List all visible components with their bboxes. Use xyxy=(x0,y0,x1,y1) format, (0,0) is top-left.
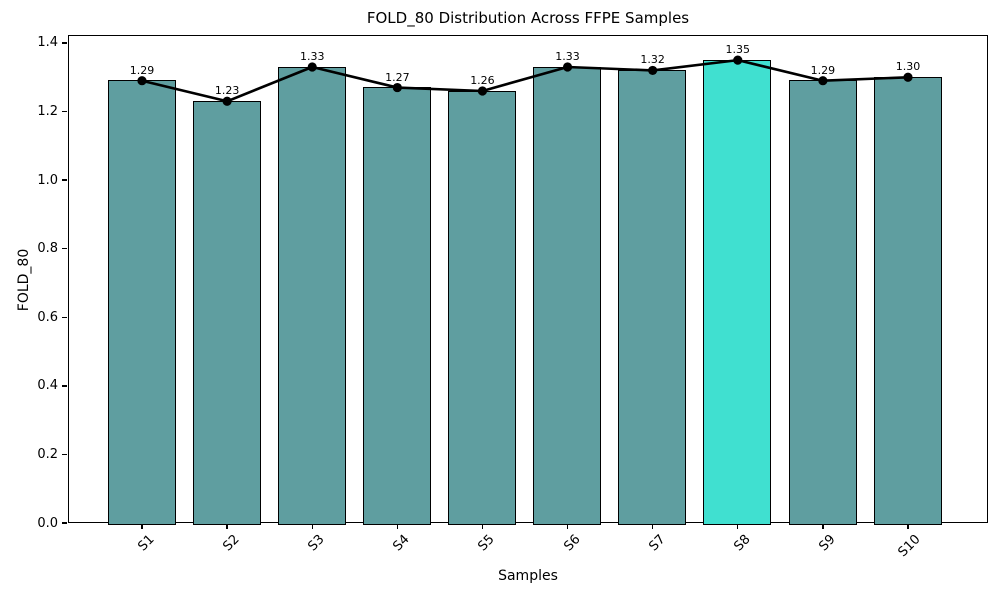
bar-S8 xyxy=(703,59,772,525)
value-label-S1: 1.29 xyxy=(129,63,155,77)
x-tick-label-S4: S4 xyxy=(390,532,413,555)
y-tick-mark xyxy=(62,316,67,318)
y-tick-label: 0.0 xyxy=(37,515,58,531)
y-tick-mark xyxy=(62,385,67,387)
value-label-S6: 1.33 xyxy=(555,49,580,63)
y-tick-mark xyxy=(62,110,67,113)
bar-S6 xyxy=(533,66,602,525)
y-tick-mark xyxy=(62,453,67,456)
bar-S10 xyxy=(873,76,942,525)
x-tick-mark xyxy=(396,524,398,529)
y-tick-mark xyxy=(62,248,67,250)
plot-area xyxy=(68,35,988,525)
x-axis-label: Samples xyxy=(498,568,558,584)
y-tick-label: 1.0 xyxy=(37,172,58,188)
bar-S1 xyxy=(107,80,176,525)
bar-S3 xyxy=(277,66,346,525)
value-label-S8: 1.35 xyxy=(725,43,751,57)
x-tick-mark xyxy=(822,524,824,529)
y-tick-label: 0.6 xyxy=(37,309,58,325)
value-label-S2: 1.23 xyxy=(214,84,240,98)
x-tick-label-S5: S5 xyxy=(475,532,499,555)
y-tick-label: 1.4 xyxy=(37,35,58,51)
x-tick-label-S1: S1 xyxy=(135,532,158,555)
y-tick-label: 0.2 xyxy=(37,446,58,462)
x-tick-label-S3: S3 xyxy=(305,532,328,555)
y-tick-label: 0.8 xyxy=(37,241,58,257)
value-label-S4: 1.27 xyxy=(385,70,410,84)
chart-title: FOLD_80 Distribution Across FFPE Samples xyxy=(366,9,690,27)
x-tick-mark xyxy=(226,524,228,529)
y-tick-mark xyxy=(62,179,67,181)
x-tick-label-S10: S10 xyxy=(895,532,924,561)
x-tick-label-S7: S7 xyxy=(645,532,669,555)
x-tick-mark xyxy=(311,524,313,529)
value-label-S5: 1.26 xyxy=(470,73,495,87)
x-tick-mark xyxy=(481,524,484,529)
x-tick-label-S6: S6 xyxy=(560,532,584,555)
bar-S9 xyxy=(788,80,857,525)
bar-S4 xyxy=(363,87,432,525)
x-tick-label-S9: S9 xyxy=(816,532,839,555)
value-label-S7: 1.32 xyxy=(640,53,665,67)
x-tick-mark xyxy=(652,524,654,529)
y-axis-label: FOLD_80 xyxy=(16,248,32,312)
bar-S5 xyxy=(448,90,517,525)
x-tick-mark xyxy=(141,524,143,529)
y-tick-mark xyxy=(62,522,67,524)
y-tick-label: 0.4 xyxy=(37,378,58,394)
value-label-S9: 1.29 xyxy=(810,63,836,77)
y-tick-mark xyxy=(62,42,67,44)
bar-S2 xyxy=(192,100,261,525)
value-label-S3: 1.33 xyxy=(299,49,325,63)
x-tick-mark xyxy=(566,524,569,529)
bar-S7 xyxy=(618,70,687,525)
x-tick-mark xyxy=(737,524,739,529)
x-tick-mark xyxy=(907,524,909,529)
y-tick-label: 1.2 xyxy=(37,104,58,120)
value-label-S10: 1.30 xyxy=(895,60,921,74)
x-tick-label-S2: S2 xyxy=(220,532,243,555)
x-tick-label-S8: S8 xyxy=(731,532,754,555)
